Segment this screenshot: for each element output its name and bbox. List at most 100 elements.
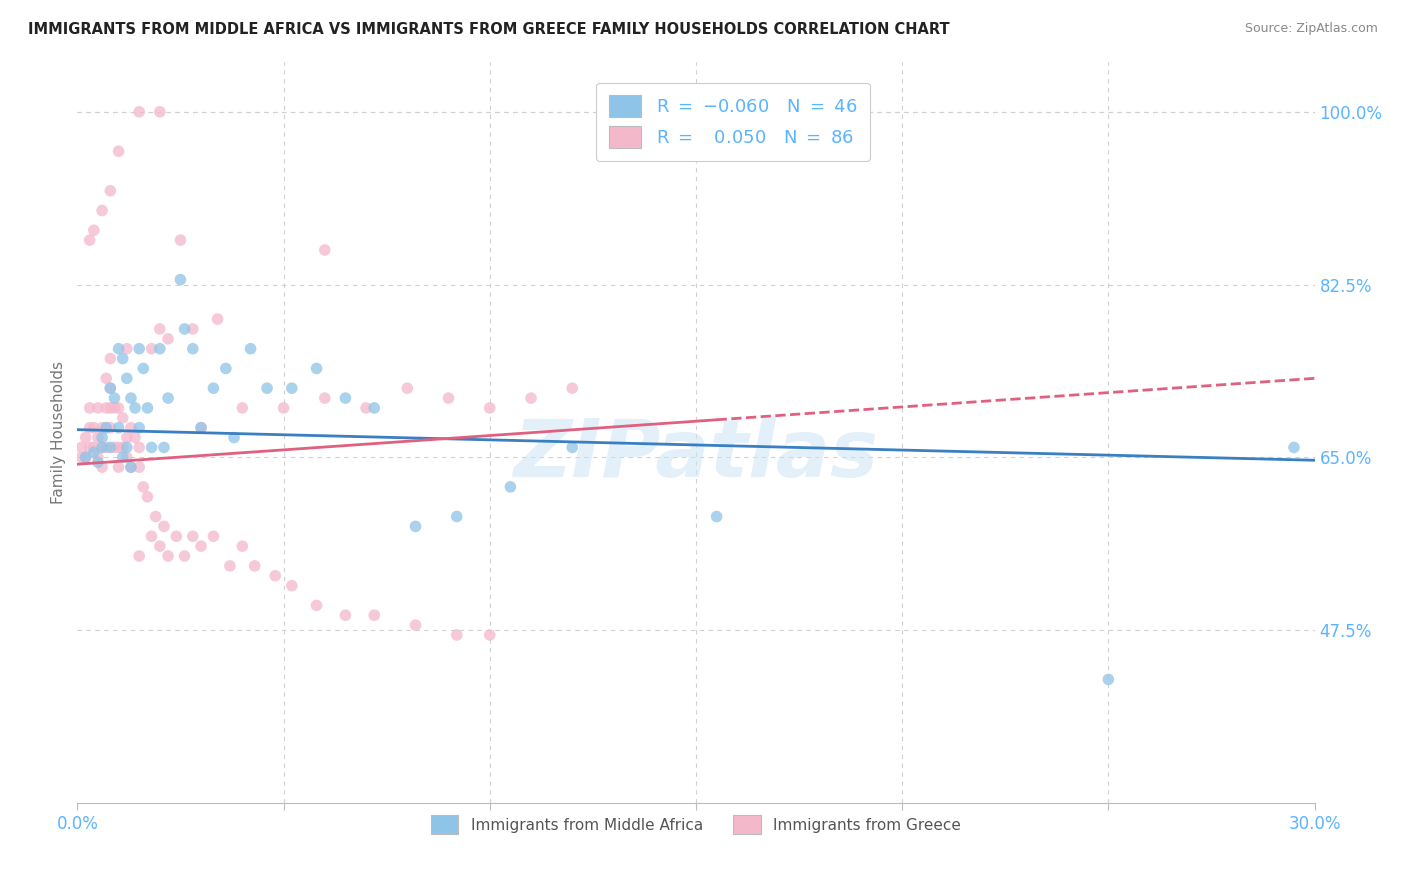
Point: [1097, 673, 1119, 687]
Point: [111, 410, 134, 425]
Point: [354, 401, 377, 415]
Point: [281, 579, 304, 593]
Point: [446, 509, 468, 524]
Point: [181, 342, 204, 356]
Point: [222, 431, 245, 445]
Y-axis label: Family Households: Family Households: [51, 361, 66, 504]
Point: [157, 391, 180, 405]
Point: [107, 420, 129, 434]
Point: [219, 558, 242, 573]
Point: [128, 342, 150, 356]
Point: [1282, 441, 1305, 455]
Text: Source: ZipAtlas.com: Source: ZipAtlas.com: [1244, 22, 1378, 36]
Point: [132, 480, 155, 494]
Point: [202, 381, 225, 395]
Point: [83, 445, 105, 459]
Point: [128, 460, 150, 475]
Point: [87, 431, 110, 445]
Point: [115, 450, 138, 465]
Point: [207, 312, 229, 326]
Point: [96, 441, 118, 455]
Point: [120, 460, 142, 475]
Point: [75, 450, 97, 465]
Point: [157, 332, 180, 346]
Point: [98, 184, 121, 198]
Point: [91, 203, 114, 218]
Point: [96, 371, 118, 385]
Point: [128, 420, 150, 434]
Point: [96, 420, 118, 434]
Point: [335, 391, 357, 405]
Point: [141, 441, 163, 455]
Point: [281, 381, 304, 395]
Point: [314, 391, 336, 405]
Text: ZIPatlas: ZIPatlas: [513, 416, 879, 494]
Point: [478, 628, 501, 642]
Point: [79, 401, 101, 415]
Point: [256, 381, 278, 395]
Point: [111, 351, 134, 366]
Point: [314, 243, 336, 257]
Point: [87, 455, 110, 469]
Point: [243, 558, 266, 573]
Point: [115, 441, 138, 455]
Point: [107, 441, 129, 455]
Point: [98, 401, 121, 415]
Point: [120, 391, 142, 405]
Point: [132, 361, 155, 376]
Point: [149, 322, 172, 336]
Point: [437, 391, 460, 405]
Point: [190, 420, 212, 434]
Point: [157, 549, 180, 563]
Point: [79, 420, 101, 434]
Point: [98, 381, 121, 395]
Point: [136, 401, 159, 415]
Point: [124, 431, 146, 445]
Point: [405, 618, 427, 632]
Point: [91, 460, 114, 475]
Point: [305, 361, 328, 376]
Point: [98, 381, 121, 395]
Point: [215, 361, 238, 376]
Point: [153, 441, 176, 455]
Point: [273, 401, 295, 415]
Point: [96, 401, 118, 415]
Point: [264, 568, 287, 582]
Point: [115, 371, 138, 385]
Point: [136, 490, 159, 504]
Point: [120, 420, 142, 434]
Point: [98, 420, 121, 434]
Point: [70, 450, 93, 465]
Point: [128, 104, 150, 119]
Point: [561, 381, 583, 395]
Point: [87, 401, 110, 415]
Point: [363, 608, 385, 623]
Point: [103, 401, 125, 415]
Point: [107, 342, 129, 356]
Point: [181, 322, 204, 336]
Point: [231, 539, 253, 553]
Point: [103, 391, 125, 405]
Point: [98, 441, 121, 455]
Point: [706, 509, 728, 524]
Point: [169, 233, 191, 247]
Point: [405, 519, 427, 533]
Point: [153, 519, 176, 533]
Point: [103, 441, 125, 455]
Point: [75, 431, 97, 445]
Point: [124, 401, 146, 415]
Point: [190, 539, 212, 553]
Point: [79, 233, 101, 247]
Point: [107, 401, 129, 415]
Point: [128, 441, 150, 455]
Point: [335, 608, 357, 623]
Point: [561, 441, 583, 455]
Point: [145, 509, 167, 524]
Point: [169, 272, 191, 286]
Point: [83, 441, 105, 455]
Point: [231, 401, 253, 415]
Point: [363, 401, 385, 415]
Point: [190, 420, 212, 434]
Point: [91, 441, 114, 455]
Point: [149, 539, 172, 553]
